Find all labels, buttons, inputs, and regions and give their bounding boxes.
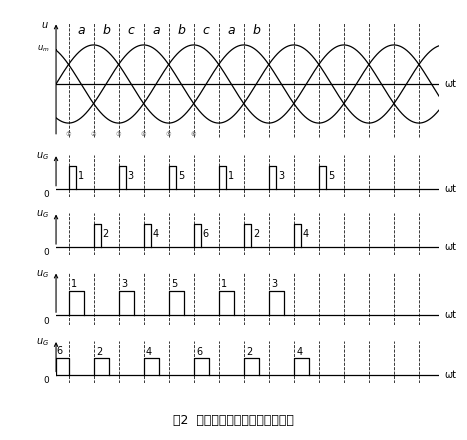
Text: 2: 2 [96,347,102,356]
Text: $u_G$: $u_G$ [36,268,49,280]
Text: 1: 1 [228,171,234,181]
Text: $u_G$: $u_G$ [36,208,49,220]
Text: 图2  三相桥式整流电路的触发脉冲: 图2 三相桥式整流电路的触发脉冲 [173,414,294,427]
Text: ⑤: ⑤ [166,132,171,137]
Text: a: a [77,24,85,37]
Text: b: b [252,24,260,37]
Text: 1: 1 [71,279,77,289]
Text: c: c [203,24,210,37]
Text: ①: ① [66,132,71,137]
Text: 0: 0 [43,317,49,326]
Text: 0: 0 [43,249,49,257]
Text: 3: 3 [127,171,134,181]
Text: 3: 3 [278,171,284,181]
Text: 5: 5 [328,171,334,181]
Text: 2: 2 [246,347,252,356]
Text: 4: 4 [296,347,302,356]
Text: u: u [41,20,47,30]
Text: 1: 1 [78,171,84,181]
Text: 5: 5 [171,279,177,289]
Text: ωt: ωt [445,183,456,194]
Text: $u_G$: $u_G$ [36,336,49,348]
Text: b: b [102,24,110,37]
Text: 4: 4 [303,229,309,239]
Text: ⑥: ⑥ [191,132,197,137]
Text: 2: 2 [253,229,259,239]
Text: ④: ④ [141,132,147,137]
Text: 6: 6 [203,229,209,239]
Text: 4: 4 [146,347,152,356]
Text: $u_m$: $u_m$ [37,44,50,54]
Text: 3: 3 [121,279,127,289]
Text: a: a [152,24,160,37]
Text: $u_G$: $u_G$ [36,150,49,162]
Text: ②: ② [91,132,96,137]
Text: 6: 6 [196,347,202,356]
Text: 5: 5 [178,171,184,181]
Text: 3: 3 [271,279,277,289]
Text: ωt: ωt [445,310,456,320]
Text: ωt: ωt [445,79,456,89]
Text: 2: 2 [103,229,109,239]
Text: c: c [127,24,134,37]
Text: 4: 4 [153,229,159,239]
Text: a: a [227,24,235,37]
Text: ωt: ωt [445,370,456,380]
Text: ③: ③ [116,132,121,137]
Text: ωt: ωt [445,242,456,252]
Text: 0: 0 [43,376,49,385]
Text: b: b [177,24,185,37]
Text: 6: 6 [57,346,63,356]
Text: 1: 1 [221,279,227,289]
Text: 0: 0 [43,190,49,199]
